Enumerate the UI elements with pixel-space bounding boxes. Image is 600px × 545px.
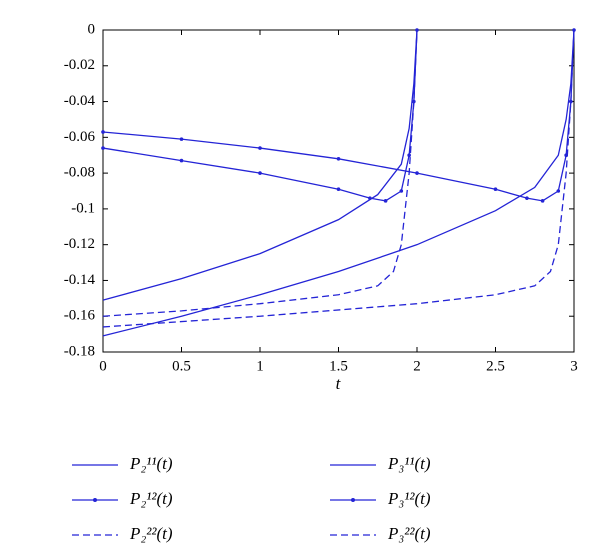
point [336,187,341,192]
y-tick-label: -0.06 [64,129,96,145]
point [556,189,561,193]
point [258,171,262,175]
y-tick-label: -0.14 [64,272,96,288]
series-line [102,29,575,337]
series-line [102,29,418,317]
point [336,157,341,161]
point [493,187,498,192]
x-tick-label: 0 [99,358,107,374]
point [407,153,411,158]
point [383,199,388,203]
x-tick-label: 2.5 [486,358,505,374]
series-line [102,29,575,328]
point [179,158,184,163]
y-tick-label: -0.02 [64,57,95,73]
x-tick-label: 2 [413,358,421,374]
legend-marker [351,498,355,502]
point [540,199,545,203]
series-line [102,29,418,202]
y-tick-label: -0.12 [64,236,95,252]
legend-label: P₃¹²(t) [387,489,431,508]
series-line [102,29,575,202]
x-tick-label: 1.5 [329,358,348,374]
point [399,189,404,193]
point [415,171,419,175]
legend-marker [93,498,97,502]
legend-label: P₂¹¹(t) [129,454,173,473]
point [525,196,529,200]
point [179,137,184,141]
y-tick-label: 0 [88,21,96,37]
series-line [102,29,418,301]
y-tick-label: -0.08 [64,165,95,181]
y-tick-label: -0.18 [64,343,95,359]
y-tick-label: -0.04 [64,93,96,109]
legend-label: P₂²²(t) [129,524,173,543]
point [258,146,262,150]
x-axis-label: t [336,374,342,393]
legend-label: P₃¹¹(t) [387,454,431,473]
point [412,99,416,104]
y-tick-label: -0.1 [71,200,95,216]
x-tick-label: 1 [256,358,264,374]
legend-label: P₃²²(t) [387,524,431,543]
x-tick-label: 0.5 [172,358,191,374]
point [368,196,372,200]
x-tick-label: 3 [570,358,578,374]
point [101,146,105,150]
y-tick-label: -0.16 [64,308,96,324]
point [101,130,105,134]
legend-label: P₂¹²(t) [129,489,173,508]
